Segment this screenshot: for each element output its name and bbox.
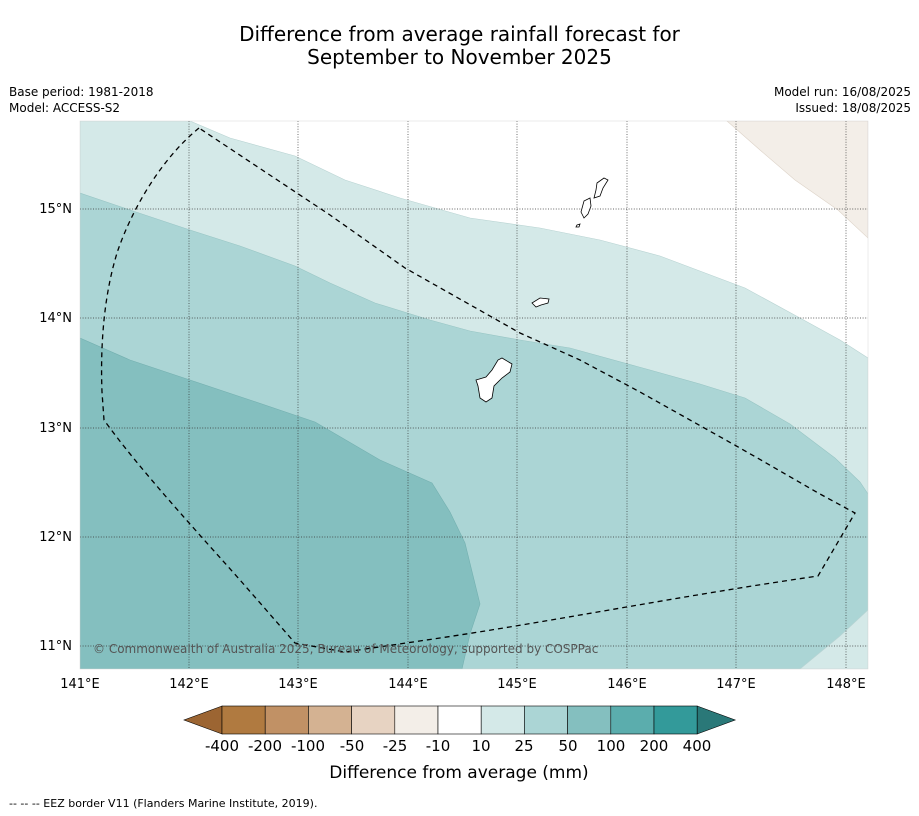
- latitude-ticks: 15°N 14°N 13°N 12°N 11°N: [39, 202, 72, 654]
- colorbar-tick-label: 25: [514, 737, 533, 755]
- lon-tick: 143°E: [278, 677, 318, 692]
- band-10-25-corner: [799, 609, 868, 669]
- island-saipan: [593, 177, 609, 199]
- eez-border: [100, 127, 856, 653]
- model-run-text: Model run: 16/08/2025: [773, 85, 911, 99]
- lat-tick: 11°N: [39, 639, 72, 654]
- island-tinian: [580, 197, 592, 219]
- eez-footnote: -- -- -- EEZ border V11 (Flanders Marine…: [9, 797, 318, 810]
- colorbar-tick-label: 200: [640, 737, 669, 755]
- colorbar-tick-label: 10: [471, 737, 490, 755]
- colorbar-tick-label: -100: [291, 737, 325, 755]
- colorbar-tick-label: -50: [340, 737, 365, 755]
- band-50-100: [80, 337, 481, 669]
- island-guam: [475, 357, 513, 403]
- lat-tick: 13°N: [39, 421, 72, 436]
- colorbar-swatch: [480, 705, 525, 735]
- colorbar-tick-label: -400: [205, 737, 239, 755]
- colorbar-labels: -400 -200 -100 -50 -25 -10 10 25 50 100 …: [205, 737, 711, 755]
- lat-tick: 15°N: [39, 202, 72, 217]
- rainfall-contours: [80, 121, 868, 669]
- colorbar-swatch: [524, 705, 568, 735]
- colorbar-tick-label: 100: [597, 737, 626, 755]
- lon-tick: 148°E: [826, 677, 866, 692]
- copyright-text: © Commonwealth of Australia 2025, Bureau…: [93, 642, 598, 656]
- lon-tick: 141°E: [60, 677, 100, 692]
- colorbar-tick-label: -25: [383, 737, 408, 755]
- longitude-ticks: 141°E 142°E 143°E 144°E 145°E 146°E 147°…: [60, 677, 866, 692]
- islands: [475, 177, 609, 403]
- colorbar-swatch: [653, 705, 698, 735]
- colorbar-extend-low: [183, 705, 223, 735]
- colorbar-title: Difference from average (mm): [329, 763, 588, 783]
- colorbar-swatch: [264, 705, 309, 735]
- colorbar-tick-label: 50: [558, 737, 577, 755]
- lon-tick: 144°E: [388, 677, 428, 692]
- colorbar-tick-label: -10: [426, 737, 451, 755]
- gridlines: [80, 121, 868, 669]
- colorbar-swatch: [567, 705, 612, 735]
- lon-tick: 147°E: [716, 677, 756, 692]
- colorbar-swatch: [437, 705, 482, 735]
- lon-tick: 145°E: [497, 677, 537, 692]
- base-period-text: Base period: 1981-2018: [9, 85, 154, 99]
- lat-tick: 12°N: [39, 530, 72, 545]
- colorbar-swatch: [221, 705, 266, 735]
- colorbar-extend-high: [696, 705, 737, 735]
- map-title-line1: Difference from average rainfall forecas…: [239, 22, 680, 46]
- colorbar-swatch: [351, 705, 396, 735]
- left-metadata: Base period: 1981-2018 Model: ACCESS-S2: [9, 84, 154, 116]
- colorbar-swatch: [610, 705, 655, 735]
- colorbar-swatch: [394, 705, 439, 735]
- colorbar-swatch: [308, 705, 352, 735]
- lon-tick: 146°E: [607, 677, 647, 692]
- island-aguijan: [575, 223, 581, 228]
- colorbar: [183, 705, 737, 735]
- issued-text: Issued: 18/08/2025: [795, 101, 911, 115]
- map-title-line2: September to November 2025: [307, 45, 612, 69]
- right-metadata: Model run: 16/08/2025 Issued: 18/08/2025: [774, 84, 911, 116]
- colorbar-tick-label: 400: [683, 737, 712, 755]
- map-frame: [79, 120, 869, 670]
- island-rota: [531, 297, 550, 308]
- lat-tick: 14°N: [39, 311, 72, 326]
- band-dry-corner: [726, 121, 868, 239]
- colorbar-tick-label: -200: [248, 737, 282, 755]
- model-text: Model: ACCESS-S2: [9, 101, 121, 115]
- lon-tick: 142°E: [169, 677, 209, 692]
